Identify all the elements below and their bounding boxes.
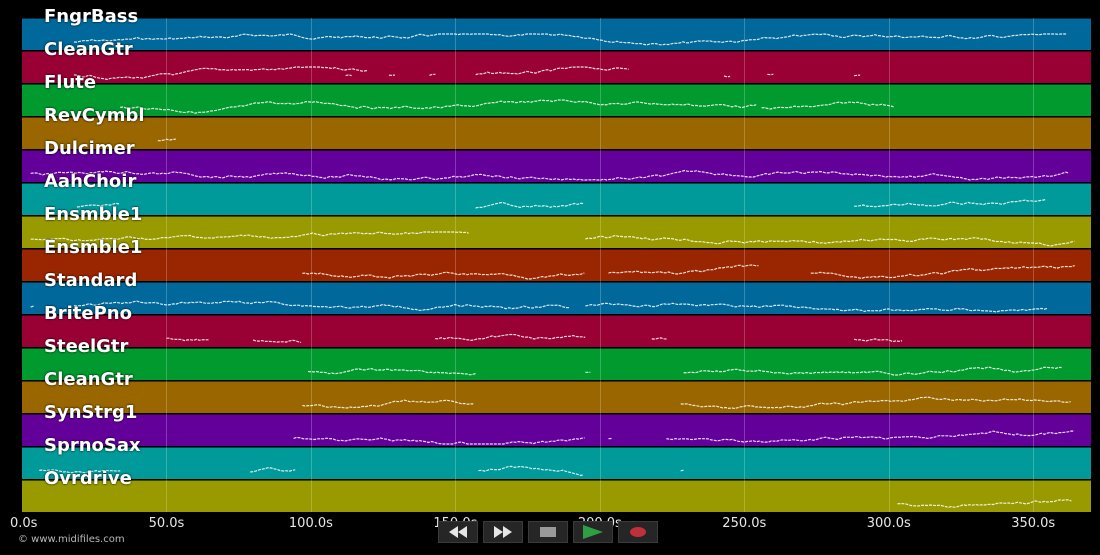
track-label: SteelGtr — [44, 336, 129, 357]
track-lane — [22, 51, 1091, 83]
track-label: CleanGtr — [44, 39, 133, 60]
track-lane — [22, 315, 1091, 347]
stop-button[interactable] — [528, 521, 568, 543]
transport-controls — [438, 521, 658, 543]
play-button[interactable] — [573, 521, 613, 543]
track-label: CleanGtr — [44, 369, 133, 390]
track-label: Standard — [44, 270, 138, 291]
fast-forward-icon — [494, 526, 512, 538]
track-label: Dulcimer — [44, 138, 135, 159]
track-label: AahChoir — [44, 171, 137, 192]
track-lane — [22, 84, 1091, 116]
track-label: Ensmble1 — [44, 204, 143, 225]
grid-line — [166, 18, 168, 512]
fast-forward-button[interactable] — [483, 521, 523, 543]
rewind-button[interactable] — [438, 521, 478, 543]
track-lane — [22, 18, 1091, 50]
track-label: Flute — [44, 72, 97, 93]
grid-line — [599, 18, 601, 512]
track-lane — [22, 249, 1091, 281]
time-tick-label: 50.0s — [148, 516, 185, 531]
record-button[interactable] — [618, 521, 658, 543]
track-lane — [22, 480, 1091, 512]
track-lane — [22, 183, 1091, 215]
stop-icon — [540, 527, 556, 537]
track-lane — [22, 381, 1091, 413]
copyright-text: © www.midifiles.com — [18, 534, 125, 545]
track-label: Ensmble1 — [44, 237, 143, 258]
track-label: FngrBass — [44, 6, 139, 27]
track-lane — [22, 216, 1091, 248]
grid-line — [1033, 18, 1035, 512]
grid-line — [744, 18, 746, 512]
track-lane — [22, 117, 1091, 149]
time-tick-label: 0.0s — [10, 516, 38, 531]
play-icon — [583, 525, 603, 539]
time-tick-label: 100.0s — [288, 516, 333, 531]
track-label: BritePno — [44, 303, 132, 324]
time-tick-label: 300.0s — [866, 516, 911, 531]
track-lane — [22, 150, 1091, 182]
time-tick-label: 350.0s — [1011, 516, 1056, 531]
track-lane — [22, 348, 1091, 380]
record-icon — [630, 527, 646, 537]
track-lane — [22, 282, 1091, 314]
time-tick-label: 250.0s — [722, 516, 767, 531]
rewind-icon — [449, 526, 467, 538]
track-label: SprnoSax — [44, 435, 141, 456]
grid-line — [455, 18, 457, 512]
track-label: RevCymbl — [44, 105, 145, 126]
track-label: Ovrdrive — [44, 468, 132, 489]
track-label: SynStrg1 — [44, 402, 138, 423]
track-lane — [22, 447, 1091, 479]
grid-line — [310, 18, 312, 512]
track-lane — [22, 414, 1091, 446]
grid-line — [888, 18, 890, 512]
